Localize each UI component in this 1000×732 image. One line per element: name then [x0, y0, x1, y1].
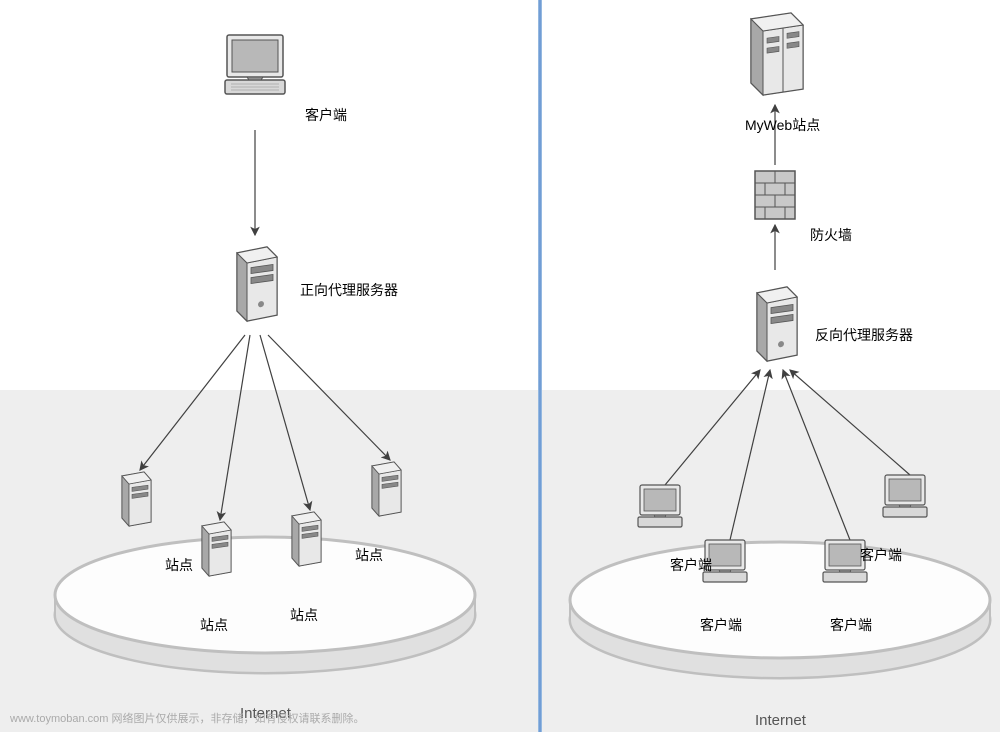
- site-label: 站点: [200, 615, 228, 635]
- client-label: 客户端: [670, 555, 712, 575]
- site-server-icon: [122, 472, 151, 526]
- client-label: 客户端: [830, 615, 872, 635]
- site-label: 站点: [355, 545, 383, 565]
- left-platform: [55, 537, 475, 673]
- client-computer-icon: [883, 475, 927, 517]
- client-label: 客户端: [700, 615, 742, 635]
- forward-proxy-server-icon: [237, 247, 277, 321]
- firewall-label: 防火墙: [810, 225, 852, 245]
- reverse-proxy-server-icon: [757, 287, 797, 361]
- site-label: 站点: [290, 605, 318, 625]
- forward-proxy-label: 正向代理服务器: [300, 280, 398, 300]
- myweb-server-icon: [751, 13, 803, 95]
- client-computer-icon: [638, 485, 682, 527]
- myweb-label: MyWeb站点: [745, 115, 820, 135]
- internet-label-right: Internet: [755, 712, 806, 729]
- reverse-proxy-label: 反向代理服务器: [815, 325, 913, 345]
- client-computer-icon: [225, 35, 285, 94]
- client-label: 客户端: [860, 545, 902, 565]
- client-label: 客户端: [305, 105, 347, 125]
- site-server-icon: [202, 522, 231, 576]
- site-server-icon: [292, 512, 321, 566]
- panel-divider: [538, 0, 542, 732]
- footer-watermark: www.toymoban.com 网络图片仅供展示，非存储，如有侵权请联系删除。: [10, 710, 364, 726]
- site-server-icon: [372, 462, 401, 516]
- site-label: 站点: [165, 555, 193, 575]
- left-arrows: [140, 130, 390, 520]
- right-platform: [570, 542, 990, 678]
- firewall-icon: [755, 171, 795, 219]
